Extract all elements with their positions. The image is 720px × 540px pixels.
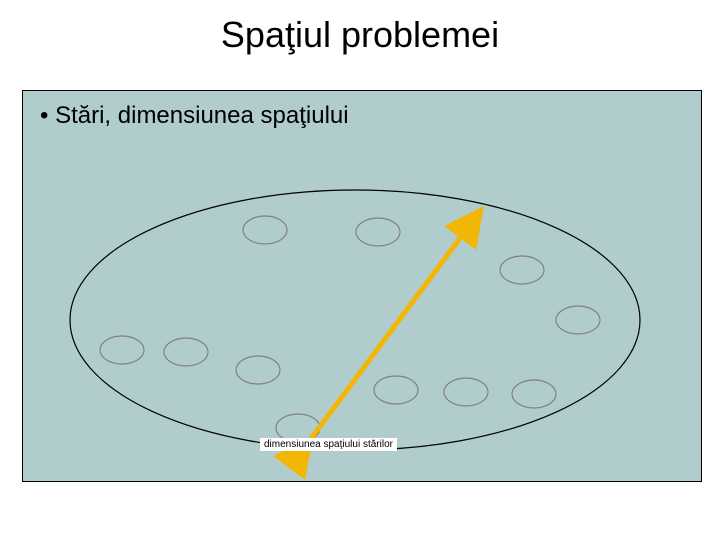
dimension-label: dimensiunea spaţiului stărilor — [260, 438, 397, 451]
slide: Spaţiul problemei Stări, dimensiunea spa… — [0, 0, 720, 540]
content-panel — [22, 90, 702, 482]
bullet-states: Stări, dimensiunea spaţiului — [40, 102, 349, 130]
slide-title: Spaţiul problemei — [0, 14, 720, 56]
